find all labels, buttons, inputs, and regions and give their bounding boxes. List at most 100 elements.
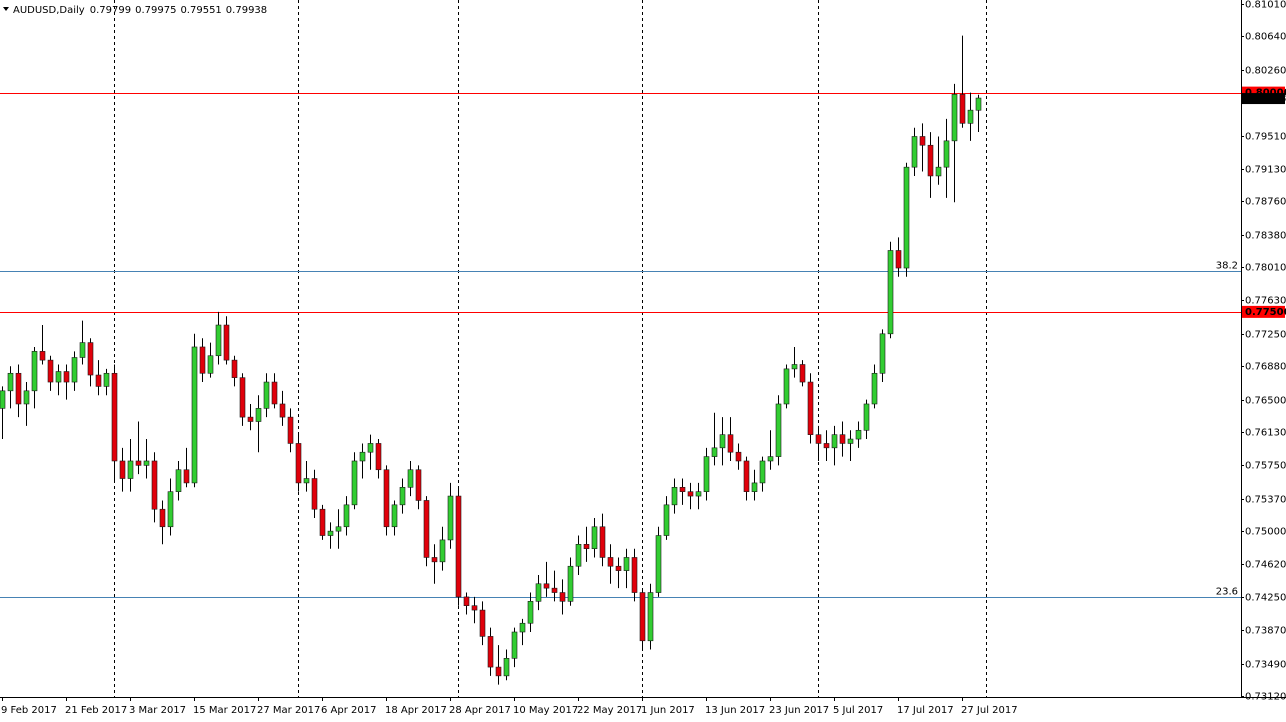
candle-body — [759, 460, 766, 484]
candle-body — [111, 372, 118, 462]
candle-body — [503, 658, 510, 677]
x-tick-label: 18 Apr 2017 — [385, 705, 447, 716]
candle-body — [575, 544, 582, 567]
candle-body — [383, 469, 390, 528]
candle-body — [775, 403, 782, 457]
y-tick-label: 0.79510 — [1245, 132, 1286, 143]
candle-body — [479, 609, 486, 637]
candle-body — [167, 491, 174, 528]
candle-body — [487, 636, 494, 668]
candle-body — [343, 504, 350, 528]
candle-body — [751, 482, 758, 492]
price-tag-label: 0.77500 — [1245, 307, 1286, 318]
x-tick-label: 27 Jul 2017 — [961, 705, 1018, 716]
candle-body — [887, 250, 894, 335]
candle-body — [527, 601, 534, 624]
candle-body — [7, 372, 14, 392]
candle-body — [927, 144, 934, 177]
current-price-tag — [1242, 93, 1285, 105]
candle-body — [335, 526, 342, 532]
candle-body — [839, 434, 846, 444]
x-tick-label: 5 Jul 2017 — [833, 705, 883, 716]
candle-body — [143, 460, 150, 466]
candle-body — [895, 250, 902, 269]
candle-body — [671, 486, 678, 506]
candle-body — [807, 381, 814, 435]
candle-body — [463, 596, 470, 606]
y-tick-label: 0.80640 — [1245, 32, 1286, 43]
y-tick-label: 0.78760 — [1245, 197, 1286, 208]
header-open: 0.79799 — [90, 5, 131, 16]
chart-header: AUDUSD,Daily 0.79799 0.79975 0.79551 0.79938 — [13, 5, 267, 16]
candle-body — [855, 429, 862, 440]
candle-body — [935, 166, 942, 177]
candle-body — [511, 631, 518, 659]
candle-body — [159, 508, 166, 528]
candle-body — [911, 136, 918, 168]
candle-body — [303, 478, 310, 484]
candle-body — [735, 451, 742, 462]
x-tick-label: 21 Feb 2017 — [65, 705, 127, 716]
candle-body — [239, 377, 246, 418]
candle-body — [311, 478, 318, 510]
candle-body — [727, 434, 734, 453]
candle-body — [767, 456, 774, 462]
x-tick-label: 15 Mar 2017 — [193, 705, 256, 716]
candle-body — [535, 583, 542, 602]
candle-body — [119, 460, 126, 479]
y-tick-label: 0.75000 — [1245, 527, 1286, 538]
candle-body — [599, 526, 606, 558]
current-price-label: 0.79938 — [1245, 94, 1286, 105]
candle-body — [799, 364, 806, 383]
candle-body — [199, 346, 206, 374]
candle-body — [175, 469, 182, 492]
candle-body — [815, 434, 822, 444]
candle-body — [847, 438, 854, 444]
candle-body — [191, 346, 198, 484]
y-tick-label: 0.73120 — [1245, 692, 1286, 703]
candle-body — [423, 500, 430, 558]
candle-body — [871, 372, 878, 405]
candle-body — [543, 583, 550, 589]
candle-body — [87, 342, 94, 376]
x-tick-label: 10 May 2017 — [513, 705, 578, 716]
period-separators — [114, 0, 987, 697]
candle-body — [655, 535, 662, 593]
candle-body — [295, 443, 302, 484]
candle-body — [711, 447, 718, 457]
x-tick-label: 9 Feb 2017 — [1, 705, 57, 716]
menu-arrow — [3, 7, 9, 11]
candle-body — [687, 491, 694, 497]
y-tick-label: 0.76130 — [1245, 428, 1286, 439]
candle-body — [471, 605, 478, 611]
candle-body — [567, 565, 574, 602]
y-tick-label: 0.81010 — [1245, 0, 1286, 11]
candle-body — [103, 372, 110, 387]
price-tag — [1242, 305, 1285, 318]
candle-body — [951, 94, 958, 142]
x-tick-label: 13 Jun 2017 — [705, 705, 765, 716]
candle-body — [583, 544, 590, 549]
candle-body — [183, 469, 190, 484]
candle-body — [287, 416, 294, 444]
x-tick-label: 22 May 2017 — [577, 705, 642, 716]
y-tick-label: 0.75370 — [1245, 495, 1286, 506]
candle-body — [391, 504, 398, 528]
candle-body — [967, 109, 974, 124]
candle-body — [919, 136, 926, 146]
candle-body — [719, 434, 726, 449]
candle-body — [415, 469, 422, 501]
candle-body — [679, 486, 686, 492]
candle-body — [247, 416, 254, 422]
candle-body — [63, 371, 70, 383]
header-close: 0.79938 — [226, 5, 267, 16]
candle-body — [743, 460, 750, 492]
y-tick-label: 0.74620 — [1245, 560, 1286, 571]
candle-body — [351, 460, 358, 506]
candle-body — [791, 364, 798, 370]
candle-body — [823, 443, 830, 449]
candle-body — [495, 666, 502, 677]
candle-body — [23, 390, 30, 405]
